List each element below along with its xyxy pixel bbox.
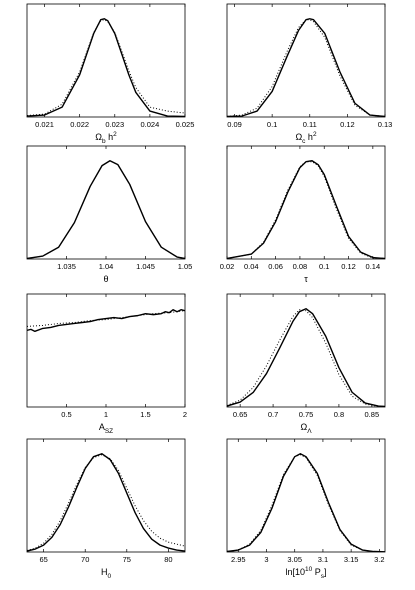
x-tick-label: 0.13 <box>378 120 393 129</box>
x-axis-label: ΩΛ​ <box>300 422 312 435</box>
x-tick-label: 0.1 <box>267 120 277 129</box>
x-axis-label: ln[1010​ Ps​] <box>285 566 326 580</box>
solid-line-series <box>227 160 385 259</box>
x-tick-label: 0.14 <box>366 262 381 271</box>
x-tick-label: 3.1 <box>318 555 328 564</box>
x-tick-label: 0.021 <box>35 120 54 129</box>
solid-line-series <box>227 18 385 117</box>
x-tick-label: 3.2 <box>374 555 384 564</box>
x-tick-label: 1.035 <box>57 262 76 271</box>
solid-line-series <box>27 453 185 552</box>
x-tick-label: 1.5 <box>140 410 150 419</box>
x-tick-label: 0.11 <box>303 120 317 129</box>
plot-frame <box>226 3 386 118</box>
x-tick-label: 0.12 <box>340 120 355 129</box>
subplot-1: 0.021 0.022 0.023 0.024 0.025 Ωb​ h2​ <box>26 3 195 145</box>
dotted-line-series <box>27 160 185 259</box>
solid-line-series <box>27 309 185 333</box>
x-tick-label: 0.04 <box>244 262 259 271</box>
x-tick-label: 3 <box>264 555 268 564</box>
x-axis-label: Ωb​ h2​ <box>95 131 117 145</box>
x-tick-label: 0.12 <box>341 262 356 271</box>
x-tick-label: 0.025 <box>176 120 195 129</box>
x-axis-label: τ <box>304 274 308 284</box>
x-tick-label: 0.08 <box>293 262 308 271</box>
plot-frame <box>226 145 386 260</box>
x-tick-label: 1 <box>104 410 108 419</box>
x-tick-label: 0.09 <box>227 120 242 129</box>
dotted-line-series <box>227 309 385 407</box>
x-tick-label: 75 <box>123 555 131 564</box>
subplot-6: 0.65 0.7 0.75 0.8 0.85 ΩΛ​ <box>226 293 386 435</box>
x-tick-label: 2.95 <box>231 555 246 564</box>
x-tick-label: 0.7 <box>268 410 278 419</box>
solid-line-series <box>27 160 185 259</box>
x-tick-label: 0.06 <box>268 262 283 271</box>
plot-frame <box>226 438 386 553</box>
subplot-5: 0.5 1 1.5 2 ASZ​ <box>26 293 187 435</box>
x-tick-label: 2 <box>183 410 187 419</box>
plot-frame <box>26 293 186 408</box>
x-axis-label: ASZ​ <box>99 422 113 435</box>
x-tick-label: 0.75 <box>299 410 314 419</box>
x-tick-label: 0.85 <box>365 410 380 419</box>
x-tick-label: 1.04 <box>99 262 114 271</box>
x-tick-label: 0.024 <box>140 120 159 129</box>
plot-frame <box>26 438 186 553</box>
plot-frame <box>26 3 186 118</box>
subplot-7: 65 70 75 80 H0​ <box>26 438 186 580</box>
x-tick-label: 0.65 <box>233 410 248 419</box>
x-tick-label: 0.8 <box>334 410 344 419</box>
subplot-2: 0.09 0.1 0.11 0.12 0.13 Ωc​ h2​ <box>226 3 393 145</box>
x-tick-label: 0.02 <box>220 262 235 271</box>
x-tick-label: 1.045 <box>136 262 155 271</box>
x-tick-label: 0.1 <box>319 262 329 271</box>
x-axis-label: H0​ <box>101 567 112 580</box>
x-tick-label: 3.15 <box>344 555 359 564</box>
dotted-line-series <box>227 161 385 259</box>
dotted-line-series <box>27 454 185 552</box>
x-tick-label: 0.5 <box>61 410 71 419</box>
x-tick-label: 0.022 <box>70 120 89 129</box>
dotted-line-series <box>27 19 185 117</box>
x-tick-label: 0.023 <box>105 120 124 129</box>
dotted-line-series <box>227 19 385 117</box>
x-axis-label: θ <box>103 274 108 284</box>
subplot-3: 1.035 1.04 1.045 1.05 θ <box>26 145 193 284</box>
solid-line-series <box>227 308 385 407</box>
subplot-4: 0.02 0.04 0.06 0.08 0.1 0.12 0.14 τ <box>220 145 386 284</box>
solid-line-series <box>27 18 185 117</box>
x-tick-label: 80 <box>164 555 172 564</box>
subplot-8: 2.95 3 3.05 3.1 3.15 3.2 ln[1010​ Ps​] <box>226 438 386 580</box>
solid-line-series <box>227 453 385 552</box>
x-tick-label: 65 <box>39 555 47 564</box>
dotted-line-series <box>27 310 185 327</box>
x-tick-label: 70 <box>81 555 89 564</box>
x-axis-label: Ωc​ h2​ <box>295 131 317 145</box>
x-tick-label: 3.05 <box>287 555 302 564</box>
x-tick-label: 1.05 <box>178 262 193 271</box>
dotted-line-series <box>227 454 385 552</box>
